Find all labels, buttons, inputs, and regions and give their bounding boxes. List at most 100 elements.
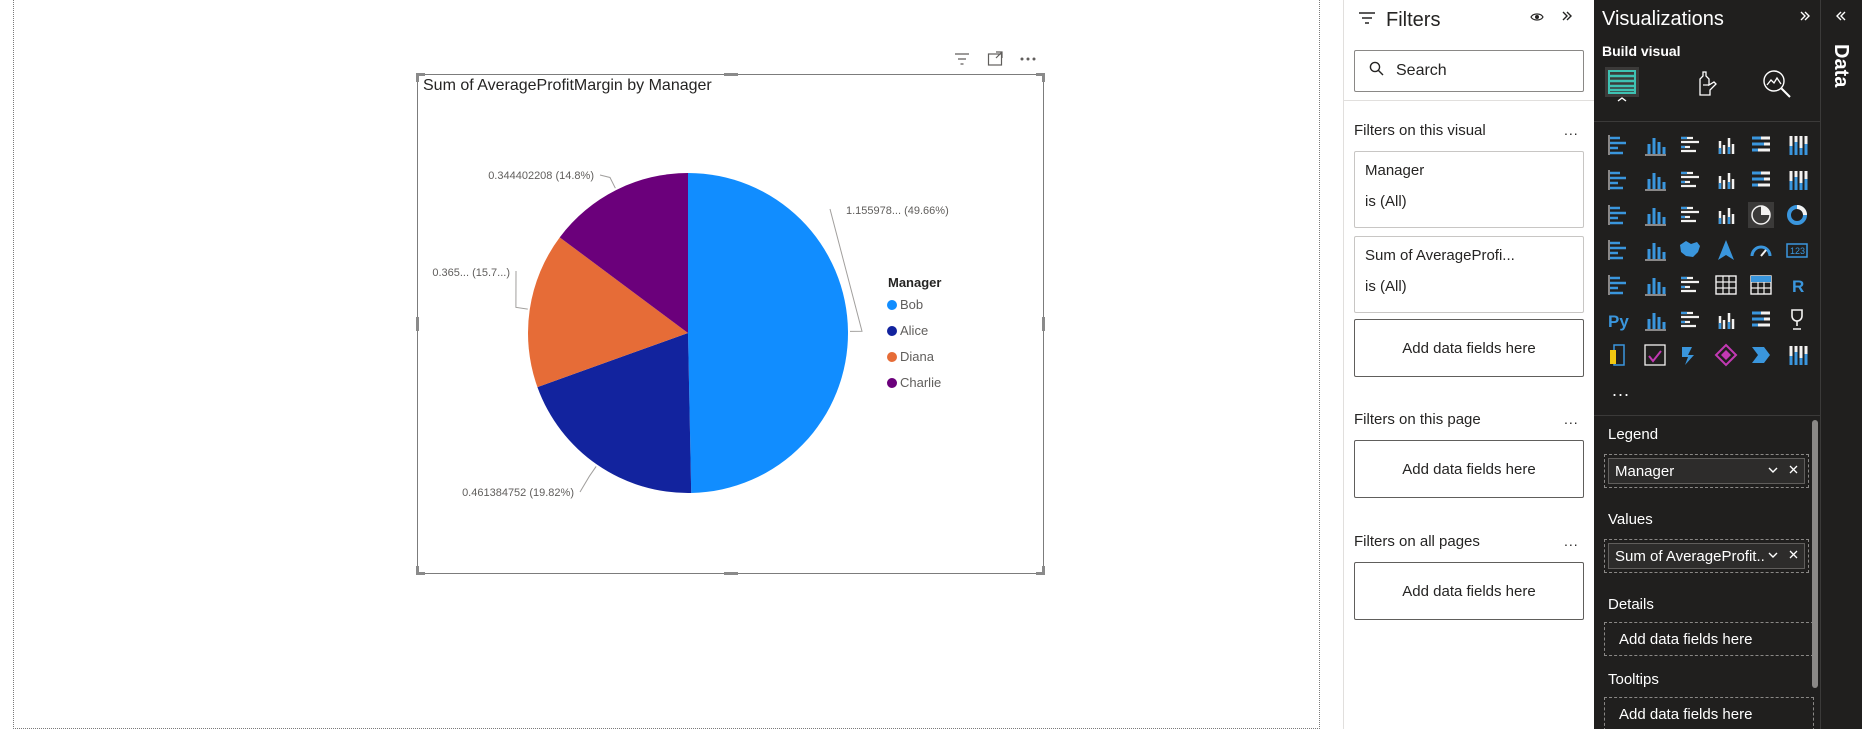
resize-handle-bottom[interactable] (724, 572, 738, 575)
azure-map-icon[interactable] (1713, 237, 1739, 263)
filters-on-page-more-button[interactable]: ... (1564, 411, 1579, 427)
resize-handle-top[interactable] (724, 73, 738, 76)
clustered-bar-chart-icon[interactable] (1677, 132, 1703, 158)
expand-data-icon[interactable] (1835, 9, 1847, 26)
multi-row-card-icon[interactable] (1606, 272, 1632, 298)
legend-item-bob[interactable]: Bob (900, 297, 923, 312)
values-field-pill[interactable]: Sum of AverageProfit... (1608, 543, 1805, 569)
line-stacked-column-chart-icon[interactable] (1784, 167, 1810, 193)
pie-chart-visual[interactable]: Sum of AverageProfitMargin by Manager 1.… (416, 73, 1045, 575)
build-visual-tab-icon[interactable] (1602, 64, 1642, 104)
more-visuals-button[interactable]: ... (1612, 380, 1631, 400)
slicer-icon[interactable] (1677, 272, 1703, 298)
card-icon[interactable]: 123 (1784, 237, 1810, 263)
line-clustered-column-chart-icon[interactable] (1748, 167, 1774, 193)
resize-handle-top-right-v[interactable] (1042, 73, 1045, 82)
legend-marker-diana[interactable] (887, 352, 897, 362)
matrix-icon[interactable] (1748, 272, 1774, 298)
resize-handle-bottom-right[interactable] (1036, 572, 1045, 575)
chevron-down-icon[interactable] (1768, 548, 1778, 562)
filters-on-all-pages-more-button[interactable]: ... (1564, 533, 1579, 549)
filter-card-manager[interactable]: Manager is (All) (1354, 151, 1584, 228)
resize-handle-left[interactable] (416, 317, 419, 331)
stacked-area-chart-icon[interactable] (1677, 167, 1703, 193)
scatter-chart-icon[interactable] (1713, 202, 1739, 228)
values-well[interactable]: Sum of AverageProfit... (1604, 539, 1809, 573)
resize-handle-top-left-v[interactable] (416, 73, 419, 82)
waterfall-chart-icon[interactable] (1642, 202, 1668, 228)
power-automate-icon[interactable] (1677, 342, 1703, 368)
legend-item-charlie[interactable]: Charlie (900, 375, 941, 390)
legend-item-diana[interactable]: Diana (900, 349, 935, 364)
more-options-icon[interactable] (1017, 49, 1040, 69)
kpi-icon[interactable] (1642, 272, 1668, 298)
legend-marker-bob[interactable] (887, 300, 897, 310)
tooltips-well-dropzone[interactable]: Add data fields here (1604, 697, 1814, 729)
collapse-visualizations-icon[interactable] (1799, 9, 1811, 26)
chevron-down-icon[interactable] (1768, 463, 1778, 477)
decomposition-tree-icon[interactable] (1642, 307, 1668, 333)
stacked-column-chart-icon[interactable] (1642, 132, 1668, 158)
key-influencers-icon[interactable] (1677, 307, 1703, 333)
legend-field-pill[interactable]: Manager (1608, 458, 1805, 484)
close-icon[interactable] (1789, 462, 1798, 477)
donut-chart-icon[interactable] (1784, 202, 1810, 228)
resize-handle-bottom-left-v[interactable] (416, 566, 419, 575)
power-platform-icon[interactable] (1748, 342, 1774, 368)
other-visual-icon[interactable] (1784, 342, 1810, 368)
filter-card-sum-avg-profit[interactable]: Sum of AverageProfi... is (All) (1354, 236, 1584, 313)
visualizations-scrollbar[interactable] (1812, 420, 1818, 688)
legend-well[interactable]: Manager (1604, 454, 1809, 488)
legend-marker-alice[interactable] (887, 326, 897, 336)
100-stacked-bar-chart-icon[interactable] (1748, 132, 1774, 158)
ribbon-chart-icon[interactable] (1606, 202, 1632, 228)
filter-search-input[interactable]: Search (1354, 50, 1584, 92)
100-stacked-column-chart-icon[interactable] (1784, 132, 1810, 158)
power-apps-icon[interactable] (1642, 342, 1668, 368)
report-canvas[interactable]: Sum of AverageProfitMargin by Manager 1.… (0, 0, 1343, 729)
area-chart-icon[interactable] (1642, 167, 1668, 193)
add-page-filter-dropzone[interactable]: Add data fields here (1354, 440, 1584, 498)
resize-handle-top-left[interactable] (416, 73, 425, 76)
legend-item-alice[interactable]: Alice (900, 323, 928, 338)
smart-narrative-icon[interactable] (1748, 307, 1774, 333)
collapse-filters-icon[interactable] (1561, 10, 1573, 25)
funnel-chart-icon[interactable] (1677, 202, 1703, 228)
close-icon[interactable] (1789, 547, 1798, 562)
r-visual-icon[interactable]: R (1784, 272, 1810, 298)
stacked-bar-chart-icon[interactable] (1606, 132, 1632, 158)
resize-handle-bottom-left[interactable] (416, 572, 425, 575)
eye-icon[interactable] (1530, 10, 1544, 25)
treemap-icon[interactable] (1606, 237, 1632, 263)
pie-chart-icon[interactable] (1748, 202, 1774, 228)
filter-icon[interactable] (950, 49, 973, 69)
legend-marker-charlie[interactable] (887, 378, 897, 388)
pie-slice-alice[interactable] (537, 333, 692, 493)
table-icon[interactable] (1713, 272, 1739, 298)
analytics-magnifier-icon[interactable] (1757, 64, 1797, 104)
add-visual-filter-dropzone[interactable]: Add data fields here (1354, 319, 1584, 377)
resize-handle-top-right[interactable] (1036, 73, 1045, 76)
metrics-icon[interactable] (1784, 307, 1810, 333)
paginated-report-icon[interactable] (1606, 342, 1632, 368)
python-visual-icon[interactable]: Py (1606, 307, 1632, 333)
qa-icon[interactable] (1713, 307, 1739, 333)
add-all-pages-filter-dropzone[interactable]: Add data fields here (1354, 562, 1584, 620)
details-well-dropzone[interactable]: Add data fields here (1604, 622, 1814, 656)
line-chart-icon[interactable] (1606, 167, 1632, 193)
resize-handle-bottom-right-v[interactable] (1042, 566, 1045, 575)
format-visual-paintbrush-icon[interactable] (1687, 64, 1727, 104)
pie-slice-bob[interactable] (688, 173, 849, 493)
data-pane-collapsed[interactable]: Data (1820, 0, 1862, 729)
focus-mode-icon[interactable] (983, 49, 1006, 69)
gauge-icon[interactable] (1748, 237, 1774, 263)
filters-on-visual-more-button[interactable]: ... (1564, 122, 1579, 138)
resize-handle-right[interactable] (1042, 317, 1045, 331)
map-icon[interactable] (1642, 237, 1668, 263)
pie-slice-charlie[interactable] (559, 173, 688, 333)
clustered-column-chart-icon[interactable] (1713, 132, 1739, 158)
azure-ai-icon[interactable] (1713, 342, 1739, 368)
filled-map-icon[interactable] (1677, 237, 1703, 263)
pie-slice-diana[interactable] (528, 237, 688, 388)
100-stacked-area-chart-icon[interactable] (1713, 167, 1739, 193)
